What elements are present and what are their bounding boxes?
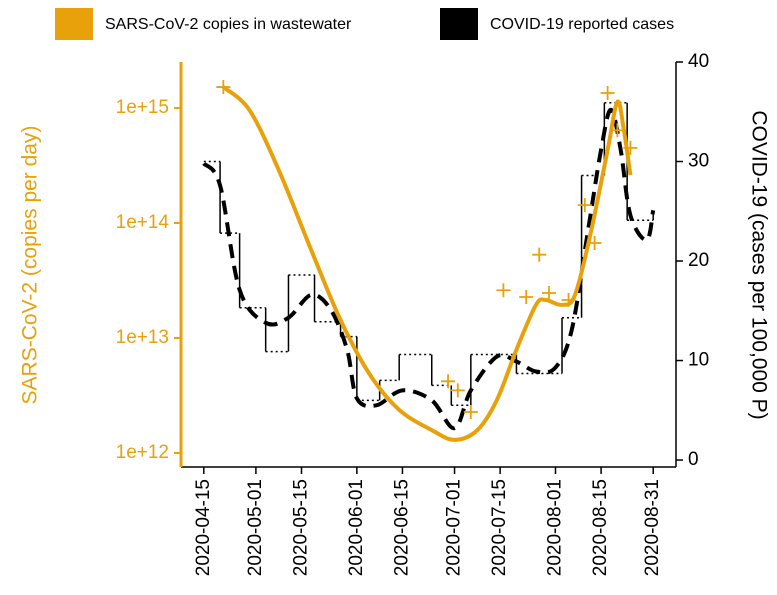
legend-swatch: [55, 8, 93, 40]
y-tick-label: 1e+13: [116, 327, 169, 348]
wastewater-sample: [496, 283, 511, 298]
wastewater-sample: [587, 235, 602, 250]
y2-tick-label: 30: [688, 151, 709, 172]
wastewater-sample: [532, 247, 547, 262]
legend-swatch: [440, 8, 478, 40]
wastewater-sample: [463, 405, 478, 420]
wastewater-sample: [623, 140, 638, 155]
x-tick-label: 2020-07-01: [444, 479, 465, 576]
x-tick-label: 2020-04-15: [193, 479, 214, 576]
x-tick-label: 2020-08-15: [590, 479, 611, 576]
x-tick-label: 2020-06-15: [391, 479, 412, 576]
legend-label: COVID-19 reported cases: [490, 16, 674, 33]
wastewater-sample: [577, 198, 592, 213]
legend-label: SARS-CoV-2 copies in wastewater: [105, 16, 352, 33]
wastewater-sample: [610, 123, 625, 138]
y-tick-label: 1e+14: [116, 212, 170, 233]
y2-axis-label: COVID-19 (cases per 100,000 P): [747, 110, 770, 419]
x-tick-label: 2020-05-01: [245, 479, 266, 576]
y-axis-label: SARS-CoV-2 (copies per day): [19, 126, 42, 405]
wastewater-sample: [450, 383, 465, 398]
wastewater-sample: [600, 85, 615, 100]
x-tick-label: 2020-08-01: [545, 479, 566, 576]
cases-trend-line: [202, 107, 656, 431]
wastewater-sample: [519, 290, 534, 305]
y2-tick-label: 40: [688, 51, 709, 72]
wastewater-sample: [561, 292, 576, 307]
x-tick-label: 2020-06-01: [346, 479, 367, 576]
wastewater-sample: [541, 286, 556, 301]
x-tick-label: 2020-08-31: [642, 479, 663, 576]
x-tick-label: 2020-05-15: [291, 479, 312, 576]
wastewater-line: [222, 85, 633, 442]
y2-tick-label: 10: [688, 350, 709, 371]
wastewater-sample: [441, 374, 456, 389]
y2-tick-label: 20: [688, 250, 709, 271]
wastewater-sample: [216, 80, 231, 95]
y-tick-label: 1e+12: [116, 442, 169, 463]
y-tick-label: 1e+15: [116, 97, 169, 118]
x-tick-label: 2020-07-15: [489, 479, 510, 576]
y2-tick-label: 0: [688, 449, 699, 470]
